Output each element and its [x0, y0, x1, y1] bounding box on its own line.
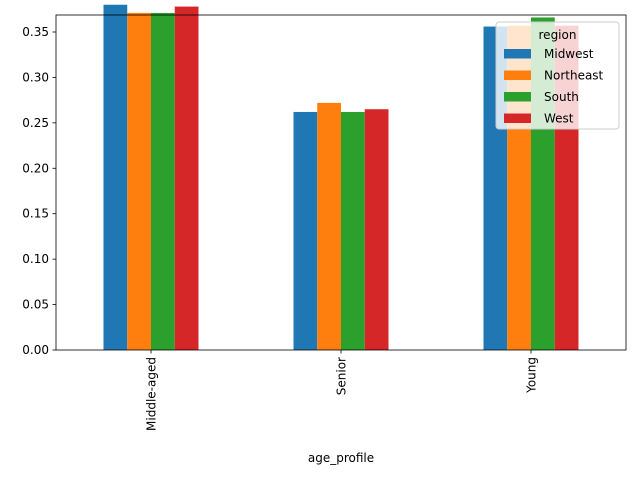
bar-west-middle-aged — [174, 6, 199, 351]
y-tick-label: 0.00 — [22, 343, 49, 357]
plot-frame — [55, 14, 627, 351]
bar-south-middle-aged — [151, 12, 175, 350]
bar-midwest-senior — [293, 111, 318, 350]
legend-swatch-northeast — [504, 70, 531, 80]
legend-label-south: South — [544, 90, 579, 104]
y-tick-label: 0.20 — [22, 161, 49, 175]
legend-title: region — [539, 28, 577, 42]
legend-label-northeast: Northeast — [544, 69, 604, 83]
bar-northeast-senior — [317, 102, 341, 351]
x-tick-label: Middle-aged — [145, 357, 159, 431]
y-tick-label: 0.15 — [22, 207, 49, 221]
bar-northeast-middle-aged — [127, 12, 151, 350]
x-axis-label: age_profile — [308, 451, 374, 465]
legend-label-west: West — [544, 112, 574, 126]
legend-label-midwest: Midwest — [544, 47, 594, 61]
y-tick-label: 0.35 — [22, 25, 49, 39]
legend-swatch-south — [504, 92, 531, 102]
y-tick-label: 0.05 — [22, 298, 49, 312]
y-tick-label: 0.10 — [22, 252, 49, 266]
legend: region Midwest Northeast South West — [495, 21, 620, 130]
bar-midwest-middle-aged — [103, 4, 128, 350]
x-tick-label: Young — [525, 357, 539, 394]
x-tick-label: Senior — [335, 357, 349, 395]
y-tick-label: 0.30 — [22, 70, 49, 84]
bar-south-senior — [341, 111, 365, 350]
y-tick-label: 0.25 — [22, 116, 49, 130]
legend-swatch-west — [504, 113, 531, 123]
legend-box — [495, 21, 620, 130]
legend-swatch-midwest — [504, 49, 531, 59]
bar-west-senior — [364, 109, 389, 350]
